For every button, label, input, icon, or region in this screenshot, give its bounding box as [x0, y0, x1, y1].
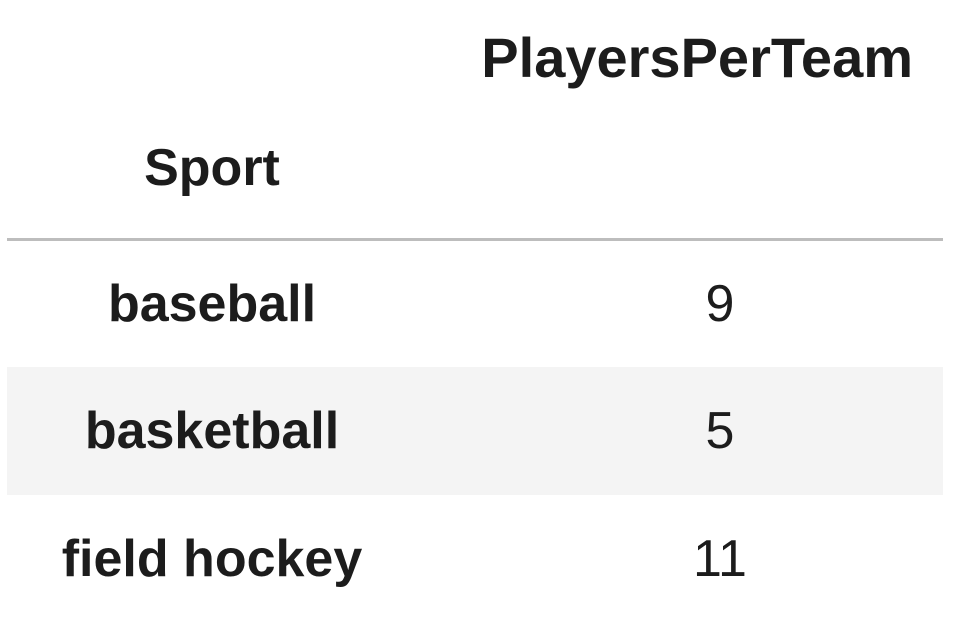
table-row: baseball 9 [7, 239, 943, 367]
column-header-players-per-team: PlayersPerTeam [481, 25, 913, 89]
column-header-row: PlayersPerTeam [7, 0, 943, 108]
table-row: field hockey 11 [7, 495, 943, 623]
table-row: basketball 5 [7, 367, 943, 495]
row-index-label: basketball [7, 367, 417, 495]
row-index-label: field hockey [61, 530, 363, 588]
dataframe-table: PlayersPerTeam Sport baseball 9 basketba… [7, 0, 943, 623]
row-value: 9 [705, 274, 735, 333]
header-corner-cell [7, 0, 417, 108]
row-index-label: baseball [107, 274, 317, 333]
row-value: 11 [693, 530, 747, 588]
index-name-row-empty-cell [417, 108, 943, 241]
index-name-header: Sport [7, 108, 417, 241]
index-name-row: Sport [7, 108, 943, 241]
row-value: 5 [417, 367, 943, 495]
